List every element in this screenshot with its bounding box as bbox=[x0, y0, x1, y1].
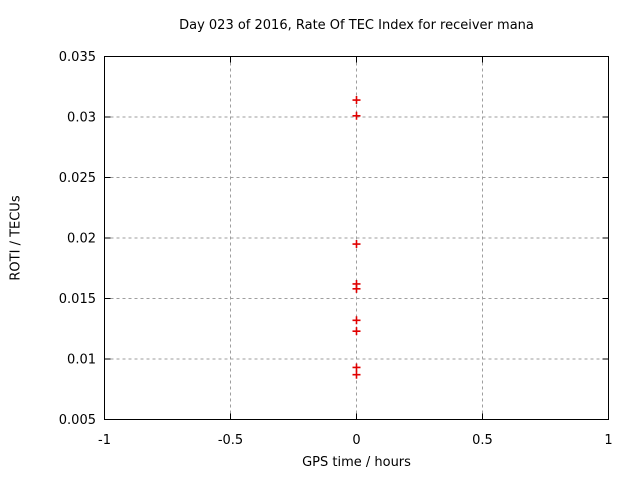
y-tick-label: 0.005 bbox=[59, 413, 96, 428]
data-point-marker bbox=[352, 111, 361, 120]
data-point-marker bbox=[352, 370, 361, 379]
x-tick-label: 0 bbox=[352, 433, 360, 448]
y-tick-label: 0.015 bbox=[59, 292, 96, 307]
data-point-marker bbox=[352, 363, 361, 372]
x-tick-label: 0.5 bbox=[472, 433, 493, 448]
data-point-marker bbox=[352, 240, 361, 249]
y-tick-label: 0.02 bbox=[67, 232, 96, 247]
y-tick-label: 0.03 bbox=[67, 111, 96, 126]
y-tick-label: 0.025 bbox=[59, 171, 96, 186]
x-tick-label: -0.5 bbox=[218, 433, 243, 448]
data-point-marker bbox=[352, 284, 361, 293]
data-point-marker bbox=[352, 96, 361, 105]
y-tick-label: 0.01 bbox=[67, 353, 96, 368]
x-tick-label: -1 bbox=[98, 433, 111, 448]
x-tick-label: 1 bbox=[604, 433, 612, 448]
data-point-marker bbox=[352, 327, 361, 336]
data-point-marker bbox=[352, 316, 361, 325]
x-axis-title: GPS time / hours bbox=[302, 455, 411, 470]
chart-title: Day 023 of 2016, Rate Of TEC Index for r… bbox=[179, 18, 534, 33]
y-tick-label: 0.035 bbox=[59, 50, 96, 65]
